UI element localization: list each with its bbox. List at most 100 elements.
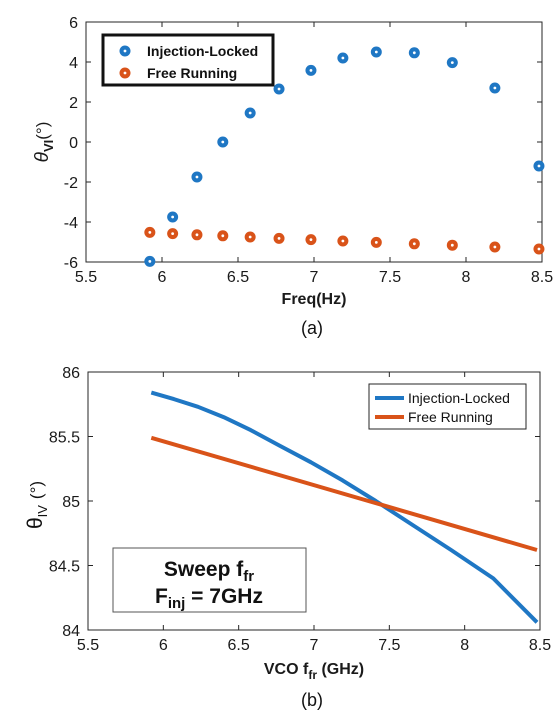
chart-a: 5.5 6 6.5 7 7.5 8 8.5 -6 -4 -2 0 2 4 6 Injection-Loc…	[32, 15, 553, 338]
free-running-point-core	[277, 237, 281, 240]
chart-b-y-tick-label: 86	[62, 365, 80, 382]
chart-b-legend-box	[368, 383, 527, 430]
chart-b-y-tick-label: 85.5	[49, 430, 80, 447]
injection-locked-point-core	[171, 215, 175, 219]
chart-a-panel-label: (a)	[301, 318, 323, 338]
free-running-point-core	[248, 235, 252, 239]
chart-b-y-tick-label: 84	[62, 623, 80, 640]
free-running-point-core	[148, 231, 152, 234]
chart-a-legend-label-injection: Injection-Locked	[147, 43, 258, 59]
chart-b-panel-label: (b)	[301, 690, 323, 710]
svg-text:θIV(°): θIV (°)	[24, 481, 50, 529]
chart-a-x-tick-label: 5.5	[75, 269, 97, 286]
chart-a-y-tick-label: 2	[69, 95, 78, 112]
chart-b-x-tick-label: 7	[310, 637, 319, 654]
injection-locked-point-core	[248, 111, 252, 115]
chart-a-y-tick-label: -2	[64, 175, 78, 192]
chart-b-x-tick-label: 8	[460, 637, 469, 654]
injection-locked-point-core	[221, 140, 225, 144]
free-running-point-core	[309, 238, 313, 242]
chart-a-points	[144, 46, 545, 267]
chart-b-annotation: Sweep ffr Finj = 7GHz	[112, 547, 307, 613]
injection-locked-point-core	[341, 56, 345, 60]
chart-a-y-tick-label: 4	[69, 55, 78, 72]
chart-a-legend-marker-injection-core	[123, 49, 127, 53]
chart-b-y-label-sub: IV	[35, 505, 50, 518]
injection-locked-point-core	[195, 175, 199, 179]
chart-b-y-tick-labels: 84 84.5 85 85.5 86	[49, 365, 80, 640]
chart-b-annotation-line2-main: F	[155, 585, 168, 608]
chart-b-x-tick-label: 7.5	[378, 637, 400, 654]
chart-b-x-tick-label: 5.5	[77, 637, 99, 654]
free-running-point-core	[171, 232, 175, 236]
chart-b-x-tick-label: 6	[159, 637, 168, 654]
free-running-point-core	[537, 247, 541, 251]
chart-b: 5.5 6 6.5 7 7.5 8 8.5 84 84.5 85 85.5 86 Injection…	[24, 365, 551, 710]
chart-b-x-axis-label: VCO ffr (GHz)	[264, 661, 364, 682]
chart-b-annotation-line2-rest: = 7GHz	[185, 585, 263, 608]
chart-b-annotation-line2-sub: inj	[168, 595, 186, 612]
chart-a-legend-label-free: Free Running	[147, 65, 237, 81]
chart-a-x-tick-label: 7.5	[379, 269, 401, 286]
chart-b-y-label-main: θ	[24, 517, 47, 529]
chart-a-x-tick-label: 6.5	[227, 269, 249, 286]
chart-a-x-tick-label: 8.5	[531, 269, 553, 286]
chart-a-x-tick-label: 6	[158, 269, 167, 286]
chart-b-annotation-line1: Sweep ffr	[164, 558, 254, 585]
svg-text:θVI(°): θVI(°)	[32, 122, 56, 163]
chart-a-x-tick-labels: 5.5 6 6.5 7 7.5 8 8.5	[75, 269, 553, 286]
free-running-point-core	[221, 234, 225, 238]
injection-locked-point-core	[537, 164, 541, 168]
chart-a-y-tick-label: 0	[69, 135, 78, 152]
injection-locked-point-core	[148, 260, 152, 263]
chart-a-legend: Injection-Locked Free Running	[101, 33, 275, 87]
chart-b-y-axis-label: θIV (°)	[24, 481, 50, 529]
injection-locked-point-core	[309, 69, 313, 72]
chart-b-x-tick-label: 8.5	[529, 637, 551, 654]
chart-a-y-label-sub: VI	[41, 140, 56, 152]
free-running-point-core	[374, 241, 378, 244]
chart-a-y-axis-label: θVI(°)	[32, 122, 56, 163]
chart-a-y-tick-label: -6	[64, 255, 78, 272]
free-running-point-core	[412, 242, 416, 246]
chart-a-y-label-unit: (°)	[33, 122, 52, 140]
chart-b-annotation-line2: Finj = 7GHz	[155, 585, 263, 612]
injection-locked-point-core	[493, 86, 497, 90]
chart-a-ticks	[85, 21, 543, 263]
chart-a-x-tick-label: 7	[310, 269, 319, 286]
chart-b-ticks	[87, 371, 541, 631]
free-running-point-core	[493, 245, 497, 249]
chart-a-y-tick-label: -4	[64, 215, 78, 232]
chart-b-x-label-sub: fr	[308, 668, 317, 682]
chart-b-x-tick-labels: 5.5 6 6.5 7 7.5 8 8.5	[77, 637, 551, 654]
injection-locked-line	[150, 390, 539, 624]
injection-locked-point-core	[277, 87, 281, 91]
free-running-point-core	[195, 233, 199, 237]
chart-b-x-label-unit: (GHz)	[317, 661, 364, 678]
chart-b-legend-label-free: Free Running	[408, 409, 493, 425]
injection-locked-point-core	[412, 51, 416, 55]
injection-locked-point-core	[374, 50, 378, 54]
free-running-line	[150, 435, 538, 552]
chart-b-y-tick-label: 84.5	[49, 559, 80, 576]
chart-a-x-axis-label: Freq(Hz)	[282, 291, 347, 308]
chart-a-y-label-main: θ	[32, 151, 53, 162]
chart-b-y-label-unit: (°)	[27, 481, 46, 499]
chart-b-legend-label-injection: Injection-Locked	[408, 390, 510, 406]
chart-b-x-label-main: VCO f	[264, 661, 309, 678]
chart-b-x-tick-label: 6.5	[228, 637, 250, 654]
free-running-point-core	[341, 239, 345, 243]
free-running-point-core	[450, 243, 454, 247]
chart-b-y-tick-label: 85	[62, 494, 80, 511]
chart-a-x-tick-label: 8	[462, 269, 471, 286]
chart-b-annotation-box	[112, 547, 307, 613]
chart-b-annotation-line1-main: Sweep f	[164, 558, 244, 581]
chart-a-legend-marker-free-core	[123, 71, 127, 75]
chart-b-annotation-line1-sub: fr	[243, 568, 254, 585]
chart-a-y-tick-labels: -6 -4 -2 0 2 4 6	[64, 15, 78, 272]
chart-b-legend: Injection-Locked Free Running	[368, 383, 527, 430]
chart-a-y-tick-label: 6	[69, 15, 78, 32]
injection-locked-point-core	[450, 61, 454, 64]
chart-b-lines	[150, 390, 539, 624]
